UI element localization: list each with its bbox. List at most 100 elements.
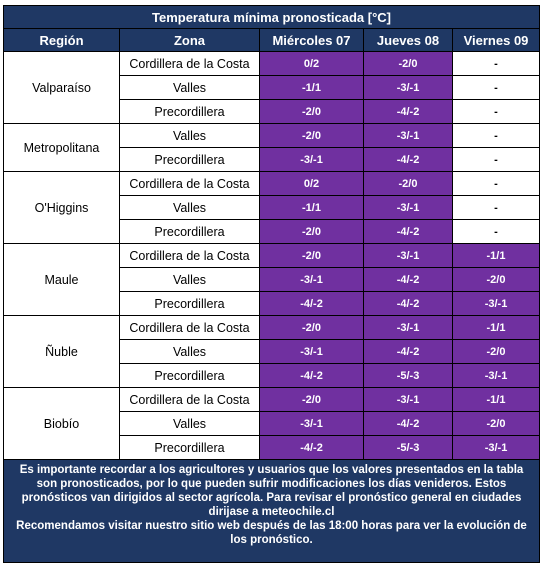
zone-cell: Precordillera <box>119 99 260 124</box>
forecast-value-cell: -3/-1 <box>363 315 453 340</box>
zone-cell: Precordillera <box>119 147 260 172</box>
forecast-value-cell: -3/-1 <box>451 435 541 460</box>
zone-cell: Precordillera <box>119 363 260 388</box>
forecast-value-cell: -2/0 <box>451 411 541 436</box>
table-row: Valparaíso Cordillera de la Costa 0/2 -2/0- <box>3 51 541 124</box>
zone-cell: Cordillera de la Costa <box>119 51 260 76</box>
header-day-3: Viernes 09 <box>451 28 541 52</box>
forecast-value-cell: -1/1 <box>451 243 541 268</box>
forecast-value-cell: - <box>451 75 541 100</box>
forecast-value-cell: -2/0 <box>259 123 364 148</box>
forecast-value-cell: -4/-2 <box>259 363 364 388</box>
table-row: Precordillera -4/-2 -4/-2 -3/-1 <box>4 291 541 316</box>
region-cell: Metropolitana <box>3 123 120 172</box>
forecast-table-container: Temperatura mínima pronosticada [°C] Reg… <box>2 5 541 563</box>
forecast-value-cell: -2/0 <box>363 171 453 196</box>
table-row: Valles -3/-1 -4/-2 -2/0 <box>4 339 541 364</box>
forecast-value-cell: -4/-2 <box>363 99 453 124</box>
table-row: Precordillera -2/0 -4/-2- <box>4 219 541 244</box>
forecast-value-cell: -2/0 <box>259 387 364 412</box>
header-day-2: Jueves 08 <box>363 28 453 52</box>
forecast-value-cell: -3/-1 <box>363 195 453 220</box>
zone-cell: Valles <box>119 267 260 292</box>
forecast-value-cell: -4/-2 <box>363 339 453 364</box>
forecast-value-cell: -3/-1 <box>451 291 541 316</box>
forecast-value-cell: -2/0 <box>259 243 364 268</box>
table-row: Biobío Cordillera de la Costa -2/0 -3/-1 -1/… <box>3 387 541 460</box>
forecast-table: Temperatura mínima pronosticada [°C] Reg… <box>2 5 541 563</box>
forecast-value-cell: -3/-1 <box>259 339 364 364</box>
region-cell: Biobío <box>3 387 120 460</box>
zone-cell: Valles <box>119 75 260 100</box>
forecast-value-cell: -3/-1 <box>363 243 453 268</box>
forecast-value-cell: -2/0 <box>451 339 541 364</box>
forecast-value-cell: -5/-3 <box>363 363 453 388</box>
forecast-value-cell: -4/-2 <box>363 411 453 436</box>
forecast-value-cell: -3/-1 <box>363 123 453 148</box>
table-row: Maule Cordillera de la Costa -2/0 -3/-1 -1/1 <box>3 243 541 316</box>
region-cell: Maule <box>3 243 120 316</box>
footer-note: Es importante recordar a los agricultore… <box>2 459 541 563</box>
region-cell: O'Higgins <box>3 171 120 244</box>
forecast-value-cell: -3/-1 <box>259 267 364 292</box>
forecast-value-cell: - <box>451 147 541 172</box>
zone-cell: Valles <box>119 123 260 148</box>
region-cell: Valparaíso <box>3 51 120 124</box>
zone-cell: Cordillera de la Costa <box>119 387 260 412</box>
forecast-value-cell: 0/2 <box>259 51 364 76</box>
forecast-value-cell: 0/2 <box>259 171 364 196</box>
forecast-value-cell: -3/-1 <box>363 75 453 100</box>
zone-cell: Valles <box>119 411 260 436</box>
forecast-value-cell: -1/1 <box>259 75 364 100</box>
forecast-value-cell: -1/1 <box>259 195 364 220</box>
forecast-value-cell: - <box>451 171 541 196</box>
forecast-value-cell: -2/0 <box>259 99 364 124</box>
header-day-1: Miércoles 07 <box>259 28 364 52</box>
footer-note-line-2: Recomendamos visitar nuestro sitio web d… <box>16 520 527 546</box>
zone-cell: Cordillera de la Costa <box>119 171 260 196</box>
zone-cell: Precordillera <box>119 219 260 244</box>
forecast-value-cell: - <box>451 219 541 244</box>
forecast-value-cell: - <box>451 51 541 76</box>
forecast-value-cell: -3/-1 <box>259 411 364 436</box>
zone-cell: Precordillera <box>119 435 260 460</box>
zone-cell: Cordillera de la Costa <box>119 243 260 268</box>
forecast-value-cell: -2/0 <box>363 51 453 76</box>
zone-cell: Valles <box>119 339 260 364</box>
forecast-value-cell: -4/-2 <box>363 291 453 316</box>
forecast-value-cell: -2/0 <box>259 219 364 244</box>
table-body: Valparaíso Cordillera de la Costa 0/2 -2/0-… <box>3 51 541 460</box>
region-cell: Ñuble <box>3 315 120 388</box>
table-row: Precordillera -3/-1 -4/-2- <box>4 147 541 172</box>
forecast-value-cell: -4/-2 <box>363 147 453 172</box>
forecast-value-cell: -1/1 <box>451 387 541 412</box>
table-row: Valles -1/1 -3/-1- <box>4 75 541 100</box>
table-title: Temperatura mínima pronosticada [°C] <box>2 5 541 29</box>
forecast-value-cell: -4/-2 <box>259 435 364 460</box>
forecast-value-cell: -4/-2 <box>363 267 453 292</box>
header-zone: Zona <box>119 28 260 52</box>
table-row: Valles -1/1 -3/-1- <box>4 195 541 220</box>
table-row: Precordillera -4/-2 -5/-3 -3/-1 <box>4 363 541 388</box>
footer-note-line-1: Es importante recordar a los agricultore… <box>19 464 524 518</box>
forecast-value-cell: -2/0 <box>451 267 541 292</box>
forecast-value-cell: - <box>451 99 541 124</box>
forecast-value-cell: -3/-1 <box>451 363 541 388</box>
table-row: Precordillera -4/-2 -5/-3 -3/-1 <box>4 435 541 460</box>
forecast-value-cell: -4/-2 <box>363 219 453 244</box>
zone-cell: Precordillera <box>119 291 260 316</box>
table-row: Metropolitana Valles -2/0 -3/-1- <box>3 123 541 172</box>
forecast-value-cell: - <box>451 195 541 220</box>
forecast-value-cell: -3/-1 <box>363 387 453 412</box>
zone-cell: Cordillera de la Costa <box>119 315 260 340</box>
forecast-value-cell: -2/0 <box>259 315 364 340</box>
header-region: Región <box>3 28 120 52</box>
forecast-value-cell: - <box>451 123 541 148</box>
zone-cell: Valles <box>119 195 260 220</box>
forecast-value-cell: -4/-2 <box>259 291 364 316</box>
table-row: Ñuble Cordillera de la Costa -2/0 -3/-1 -1/1 <box>3 315 541 388</box>
forecast-value-cell: -5/-3 <box>363 435 453 460</box>
forecast-value-cell: -1/1 <box>451 315 541 340</box>
table-row: O'Higgins Cordillera de la Costa 0/2 -2/0- <box>3 171 541 244</box>
table-row: Valles -3/-1 -4/-2 -2/0 <box>4 267 541 292</box>
